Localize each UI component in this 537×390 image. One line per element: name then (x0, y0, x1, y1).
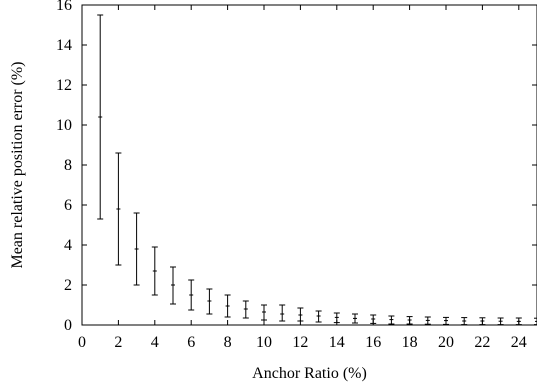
error-bar-point (224, 294, 231, 318)
x-tick-label: 0 (78, 334, 86, 351)
y-tick-label: 16 (56, 0, 72, 14)
error-bar-series (97, 14, 537, 326)
x-tick-label: 24 (511, 334, 527, 351)
error-bar-point (424, 316, 431, 325)
error-bar-point (261, 304, 267, 321)
x-tick-label: 22 (474, 334, 490, 351)
y-tick-label: 6 (64, 197, 72, 214)
x-tick-label: 20 (438, 334, 454, 351)
error-bar-point (461, 317, 468, 326)
error-bar-point (388, 315, 395, 325)
y-tick-label: 10 (56, 117, 72, 134)
error-bar-point (133, 212, 140, 286)
error-bar-point (115, 152, 122, 266)
error-bar-point (188, 279, 195, 311)
error-bar-point (170, 266, 176, 305)
x-tick-label: 8 (224, 334, 232, 351)
x-tick-label: 6 (187, 334, 195, 351)
error-bar-point (206, 288, 213, 315)
error-bar-point (333, 312, 340, 324)
plot-frame (81, 4, 537, 326)
y-tick-label: 4 (64, 237, 72, 254)
error-bar-point (297, 307, 304, 322)
error-bar-point (352, 313, 358, 324)
error-bar-point (443, 316, 449, 325)
y-tick-label: 0 (64, 317, 72, 334)
error-bar-point (315, 310, 322, 323)
error-bar-point (497, 317, 504, 326)
y-tick-label: 12 (56, 77, 72, 94)
x-tick-label: 12 (292, 334, 308, 351)
error-bar-point (279, 304, 286, 322)
x-tick-label: 16 (365, 334, 381, 351)
x-tick-label: 10 (256, 334, 272, 351)
y-axis-label: Mean relative position error (%) (9, 61, 26, 268)
error-bar-point (151, 246, 158, 296)
x-axis-label: Anchor Ratio (%) (252, 365, 367, 382)
y-tick-label: 2 (64, 277, 72, 294)
error-bar-point (97, 14, 104, 220)
x-tick-label: 18 (402, 334, 418, 351)
error-bar-point (370, 314, 377, 324)
y-tick-label: 14 (56, 37, 72, 54)
error-bar-point (242, 300, 249, 319)
y-tick-label: 8 (64, 157, 72, 174)
y-axis-ticks: 0 2 4 6 8 10 12 14 16 (56, 0, 537, 334)
x-axis-ticks: 0 2 4 6 8 10 12 14 16 18 20 22 24 (78, 5, 527, 351)
x-tick-label: 14 (329, 334, 345, 351)
error-bar-point (515, 317, 522, 326)
error-bar-point (406, 316, 413, 325)
error-bar-point (479, 317, 486, 326)
x-tick-label: 2 (114, 334, 122, 351)
error-bar-point (534, 317, 537, 326)
x-tick-label: 4 (151, 334, 159, 351)
